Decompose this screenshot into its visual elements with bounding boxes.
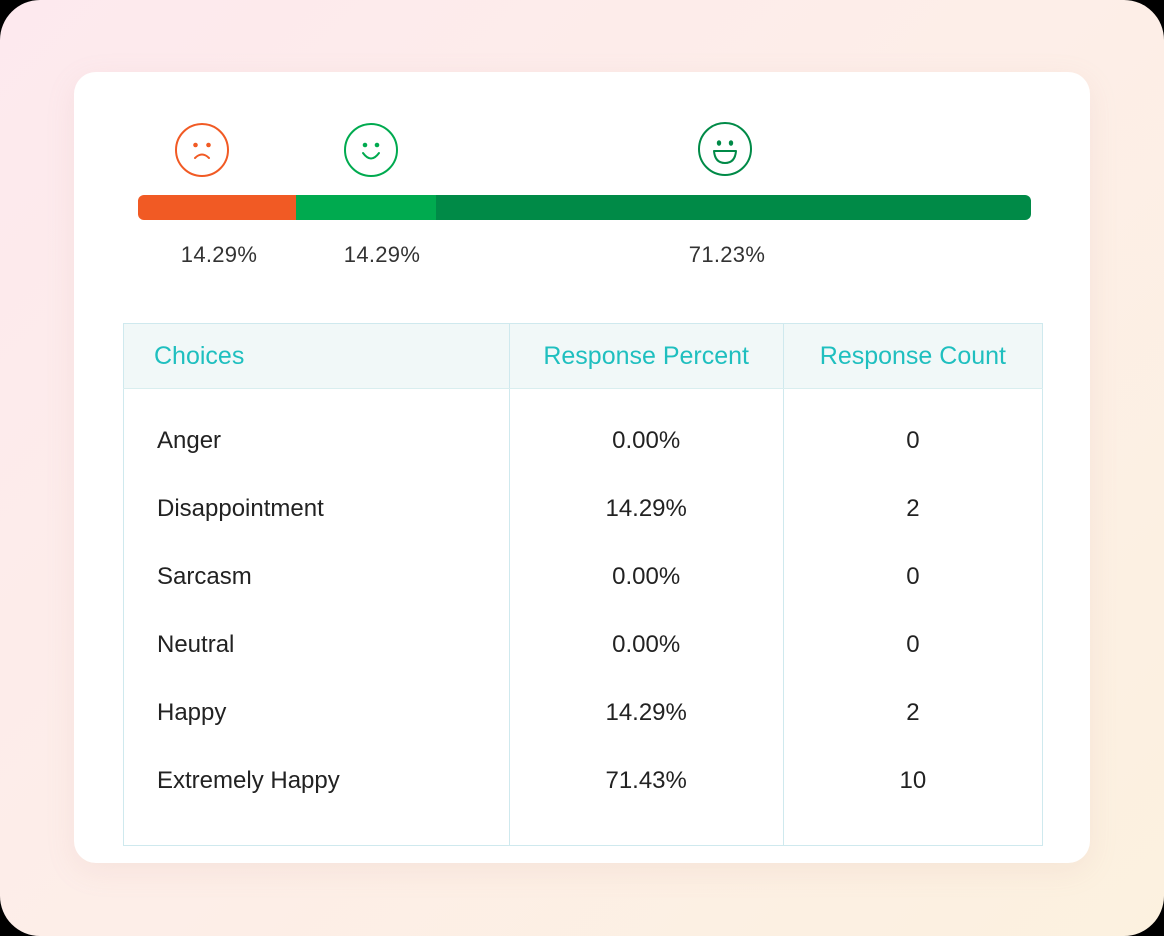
smile-face-icon (343, 122, 399, 178)
choice-cell: Extremely Happy (123, 747, 510, 846)
percent-cell: 14.29% (509, 679, 784, 747)
count-cell: 0 (783, 543, 1044, 611)
count-cell: 0 (783, 611, 1044, 679)
count-cell: 10 (783, 747, 1044, 846)
table-row: Extremely Happy 71.43% 10 (123, 747, 1044, 846)
percent-cell: 0.00% (509, 611, 784, 679)
results-card: 14.29% 14.29% 71.23% Choices Response Pe… (74, 72, 1090, 863)
bar-segment-extremely-happy (436, 195, 1031, 220)
choice-cell: Sarcasm (123, 543, 510, 611)
table-row: Anger 0.00% 0 (123, 388, 1044, 475)
results-table: Choices Response Percent Response Count … (123, 323, 1044, 846)
header-response-count: Response Count (783, 323, 1044, 389)
choice-cell: Disappointment (123, 475, 510, 543)
big-smile-face-icon (697, 121, 753, 177)
header-response-percent: Response Percent (509, 323, 784, 389)
table-row: Disappointment 14.29% 2 (123, 475, 1044, 543)
table-row: Sarcasm 0.00% 0 (123, 543, 1044, 611)
sentiment-stacked-bar (138, 195, 1031, 220)
sad-face-icon (174, 122, 230, 178)
choice-cell: Anger (123, 388, 510, 475)
table-header-row: Choices Response Percent Response Count (123, 323, 1044, 389)
table-row: Neutral 0.00% 0 (123, 611, 1044, 679)
percent-cell: 71.43% (509, 747, 784, 846)
percent-cell: 0.00% (509, 388, 784, 475)
choice-cell: Neutral (123, 611, 510, 679)
count-cell: 2 (783, 475, 1044, 543)
table-row: Happy 14.29% 2 (123, 679, 1044, 747)
bar-segment-disappointment (138, 195, 296, 220)
bar-label-extremely-happy: 71.23% (688, 242, 766, 267)
bar-label-happy: 14.29% (343, 242, 421, 267)
count-cell: 2 (783, 679, 1044, 747)
bar-label-disappointment: 14.29% (180, 242, 258, 267)
header-choices: Choices (123, 323, 510, 389)
choice-cell: Happy (123, 679, 510, 747)
bar-segment-happy (296, 195, 436, 220)
percent-cell: 0.00% (509, 543, 784, 611)
count-cell: 0 (783, 388, 1044, 475)
percent-cell: 14.29% (509, 475, 784, 543)
